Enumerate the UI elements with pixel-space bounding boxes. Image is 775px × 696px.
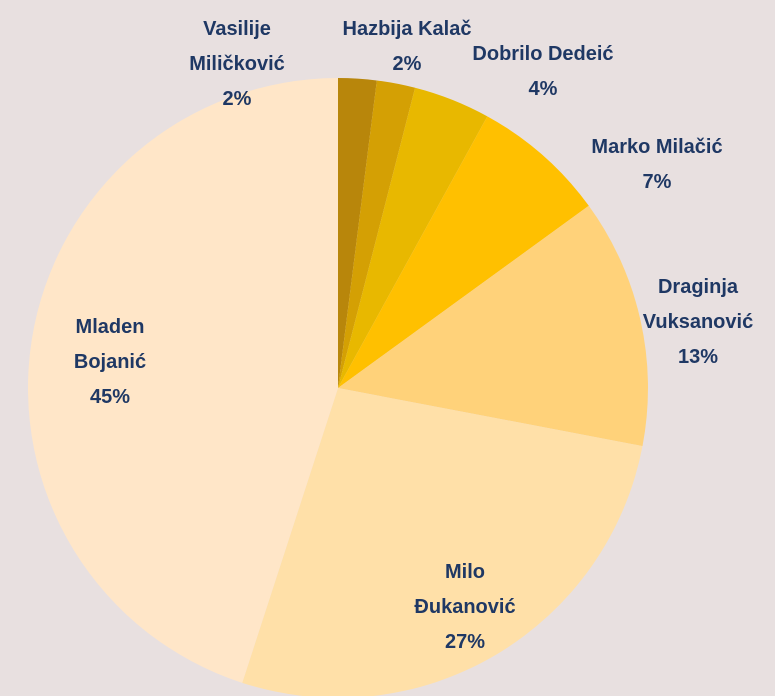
pie-slice [338,78,377,388]
slice-name: Draginja Vuksanović [642,276,754,333]
slice-value: 4% [528,78,558,100]
pie-slice [338,80,416,388]
slice-value: 13% [677,346,719,368]
slice-label: Hazbija Kalač 2% [307,12,507,82]
slice-value: 7% [642,171,672,193]
pie-slice [338,116,589,388]
slice-name: Marko Milačić [591,136,723,158]
slice-label: Marko Milačić 7% [557,130,757,200]
pie-slice [242,388,643,696]
slice-name: Hazbija Kalač [342,18,472,40]
slice-name: Mladen Bojanić [73,316,147,373]
slice-value: 2% [222,88,252,110]
slice-value: 2% [392,53,422,75]
slice-label: Draginja Vuksanović 13% [623,270,773,375]
pie-slice [28,78,338,683]
pie-slice [338,87,488,388]
slice-label: Dobrilo Dedeić 4% [443,37,643,107]
pie-slice [338,205,648,447]
slice-name: Vasilije Miličković [189,18,285,75]
slice-value: 27% [444,631,486,653]
slice-value: 45% [89,386,131,408]
slice-label: Vasilije Miličković 2% [172,12,302,117]
slice-name: Dobrilo Dedeić [472,43,614,65]
slice-label: Mladen Bojanić 45% [55,310,165,415]
slice-name: Milo Đukanović [414,561,516,618]
slice-label: Milo Đukanović 27% [400,555,530,660]
